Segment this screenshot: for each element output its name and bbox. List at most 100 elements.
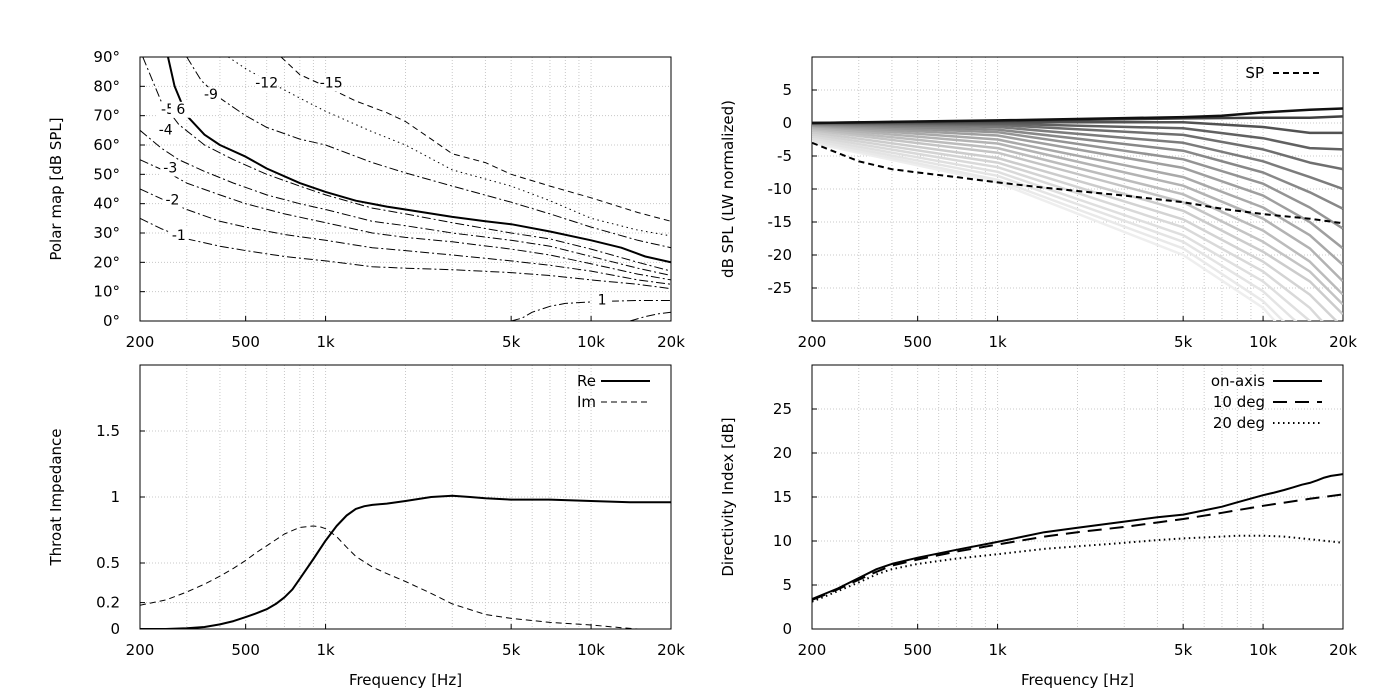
legend-label: 10 deg [1213,393,1265,411]
contour-line [142,57,671,272]
legend-label: Re [577,372,596,390]
x-tick-label: 200 [126,333,155,351]
contour-label: 1 [598,292,607,308]
grid [812,365,1343,629]
contour-label: -4 [159,122,173,138]
y-axis-label: Polar map [dB SPL] [47,117,65,260]
series-line-sp [812,141,1343,225]
y-tick-label: 30° [93,224,120,242]
polar-curve-11 [812,125,1343,266]
polar-curve-20 [812,107,1343,125]
y-tick-label: 60° [93,136,120,154]
contour-label: -12 [255,75,278,91]
x-tick-label: 20k [657,641,685,659]
x-tick-label: 10k [577,333,605,351]
legend: Re Im [577,372,650,411]
y-tick-label: 15 [773,488,792,506]
contour-label-bg [321,75,342,92]
y-axis-label: dB SPL (LW normalized) [719,100,737,278]
y-tick-label: 0 [782,114,792,132]
y-tick-label: 5 [782,576,792,594]
plot-area [140,494,671,629]
y-tick-label: 10 [773,532,792,550]
legend: SP [1245,64,1322,82]
contour-label-bg [256,75,277,92]
contour-label-bg [592,292,613,309]
x-tick-label: 1k [316,641,335,659]
y-axis-label: Throat Impedance [47,428,65,566]
x-tick-label: 5k [1174,641,1193,659]
contour-label: -3 [163,160,177,176]
y-tick-label: 40° [93,195,120,213]
x-tick-label: 20k [1329,333,1357,351]
legend-label: 20 deg [1213,414,1265,432]
plot-area [812,107,1343,321]
x-tick-label: 1k [988,333,1007,351]
x-tick-label: 200 [798,641,827,659]
legend-label: on-axis [1211,372,1265,390]
x-tick-label: 5k [502,333,521,351]
y-tick-label: -5 [777,147,792,165]
x-tick-label: 20k [657,333,685,351]
contour-label-bg [155,122,176,139]
legend: on-axis 10 deg 20 deg [1211,372,1322,432]
y-tick-label: 5 [782,81,792,99]
polar-curve-8 [812,129,1343,306]
y-tick-label: -15 [768,213,793,231]
contour-label-bg [170,101,191,118]
y-tick-label: 50° [93,165,120,183]
polar-curve-3 [812,138,1298,321]
x-tick-label: 10k [1249,641,1277,659]
x-tick-label: 500 [231,641,260,659]
polar-curve-13 [812,123,1343,230]
chart-panel-4: 200 500 1k 5k 10k 20k 0 5 10 15 20 25 Directivity In… [719,364,1357,689]
contour-line [228,57,671,237]
polar-curve-4 [812,136,1312,321]
x-tick-label: 500 [231,333,260,351]
x-tick-label: 200 [126,641,155,659]
x-axis-label: Frequency [Hz] [1021,671,1134,689]
x-tick-label: 5k [1174,333,1193,351]
y-tick-label: 10° [93,283,120,301]
polar-curve-14 [812,123,1343,210]
series-line-on-axis [812,473,1343,601]
polar-curve-6 [812,132,1339,321]
contour-line [511,300,671,321]
contour-label-bg [168,227,189,244]
contour-label: -2 [165,193,179,209]
polar-curve-2 [812,140,1285,321]
y-tick-label: 70° [93,107,120,125]
contour-label-bg [160,160,181,177]
series-line-20-deg [812,534,1343,603]
y-tick-label: 1.5 [96,422,120,440]
y-tick-label: 0.2 [96,594,120,612]
contour-label: -9 [204,87,218,103]
y-tick-label: 90° [93,48,120,66]
polar-curve-5 [812,134,1324,321]
plot-area [812,473,1343,603]
y-tick-label: 25 [773,400,792,418]
contour-label: -1 [172,228,186,244]
contour-line [140,129,671,276]
y-tick-label: 0° [103,312,120,330]
contour-line [140,159,671,281]
contour-label-bg [162,192,183,209]
x-tick-label: 10k [577,641,605,659]
x-tick-label: 1k [988,641,1007,659]
polar-curve-9 [812,127,1343,296]
y-tick-label: 0 [782,620,792,638]
chart-panel-1: 200 500 1k 5k 10k 20k 0° 10° 20° 30° 40° 50° 60° 70° 8… [47,48,685,351]
y-tick-label: 0 [110,620,120,638]
x-tick-label: 10k [1249,333,1277,351]
chart-panel-2: 200 500 1k 5k 10k 20k 5 0 -5 -10 -15 -20 -25 dB SPL (… [719,56,1357,351]
contour-label: -15 [320,75,343,91]
y-tick-label: 1 [110,488,120,506]
contour-line [140,188,671,285]
y-tick-label: -20 [768,246,793,264]
polar-curve-7 [812,130,1343,316]
legend-label: Im [577,393,596,411]
y-axis-label: Directivity Index [dB] [719,417,737,576]
y-tick-label: 80° [93,77,120,95]
polar-curve-12 [812,124,1343,250]
x-tick-label: 5k [502,641,521,659]
